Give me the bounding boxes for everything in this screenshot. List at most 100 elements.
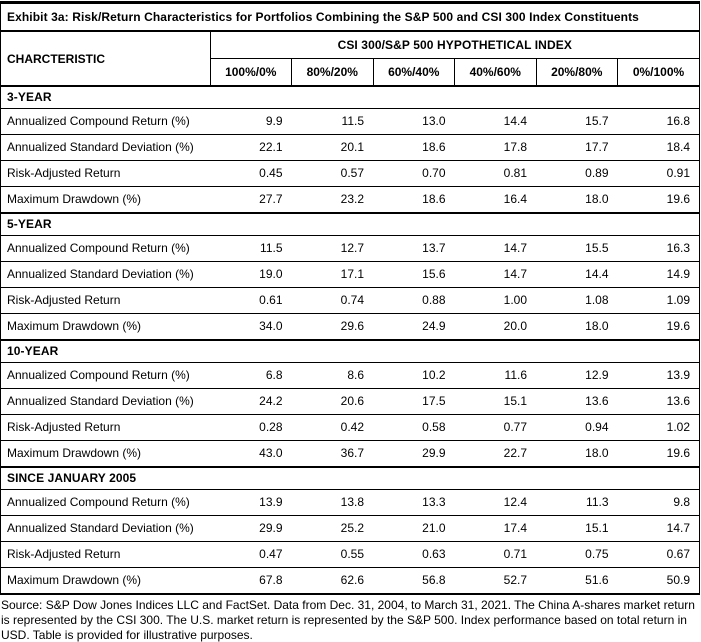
metric-value: 0.74 (291, 287, 373, 314)
metric-value: 20.1 (291, 134, 373, 161)
metric-value: 15.7 (536, 108, 618, 135)
metric-value: 29.9 (373, 440, 455, 468)
metric-value: 19.6 (617, 440, 699, 468)
metric-value: 18.4 (617, 134, 699, 161)
metric-label: Risk-Adjusted Return (1, 541, 210, 568)
metric-value: 13.0 (373, 108, 455, 135)
metric-value: 13.6 (617, 388, 699, 415)
column-header-60-40: 60%/40% (372, 58, 455, 87)
table-body: 3-YEAR Annualized Compound Return (%) 9.9 1… (1, 85, 699, 593)
metric-value: 0.71 (454, 541, 536, 568)
metric-value: 12.7 (291, 235, 373, 262)
metric-value: 16.3 (617, 235, 699, 262)
metric-value: 13.8 (291, 489, 373, 516)
metric-label: Annualized Compound Return (%) (1, 235, 210, 262)
metric-value: 1.00 (454, 287, 536, 314)
metric-value: 1.08 (536, 287, 618, 314)
metric-value: 14.9 (617, 261, 699, 288)
table-row: Annualized Standard Deviation (%) 22.1 20.… (1, 134, 699, 161)
metric-value: 0.94 (536, 414, 618, 441)
exhibit-title: Exhibit 3a: Risk/Return Characteristics … (1, 4, 699, 32)
metric-value: 0.63 (373, 541, 455, 568)
metric-value: 0.91 (617, 160, 699, 187)
table-row: Annualized Compound Return (%) 11.5 12.7 13… (1, 235, 699, 262)
table-row: Maximum Drawdown (%) 43.0 36.7 29.9 22.7 18.0… (1, 440, 699, 468)
table-row: Annualized Standard Deviation (%) 19.0 17.… (1, 261, 699, 288)
metric-value: 19.6 (617, 313, 699, 341)
table-row: Risk-Adjusted Return 0.61 0.74 0.88 1.00 1.08… (1, 287, 699, 314)
metric-label: Maximum Drawdown (%) (1, 186, 210, 214)
characteristic-column-header: CHARCTERISTIC (1, 32, 211, 87)
metric-value: 10.2 (373, 362, 455, 389)
metric-value: 0.57 (291, 160, 373, 187)
metric-value: 36.7 (291, 440, 373, 468)
exhibit-frame: Exhibit 3a: Risk/Return Characteristics … (0, 1, 700, 595)
metric-value: 16.8 (617, 108, 699, 135)
metric-value: 0.77 (454, 414, 536, 441)
section-header-row: SINCE JANUARY 2005 (1, 466, 699, 490)
metric-value: 0.89 (536, 160, 618, 187)
metric-value: 18.0 (536, 186, 618, 214)
metric-value: 0.61 (210, 287, 292, 314)
table-row: Risk-Adjusted Return 0.45 0.57 0.70 0.81 0.89… (1, 160, 699, 187)
metric-value: 14.7 (454, 235, 536, 262)
metric-value: 15.6 (373, 261, 455, 288)
metric-value: 11.5 (210, 235, 292, 262)
metric-value: 23.2 (291, 186, 373, 214)
metric-value: 0.55 (291, 541, 373, 568)
table-row: Annualized Compound Return (%) 9.9 11.5 13.… (1, 108, 699, 135)
column-header-40-60: 40%/60% (454, 58, 536, 87)
metric-value: 20.6 (291, 388, 373, 415)
metric-value: 0.47 (210, 541, 292, 568)
metric-value: 13.3 (373, 489, 455, 516)
metric-value: 17.7 (536, 134, 618, 161)
metric-value: 17.8 (454, 134, 536, 161)
metric-value: 25.2 (291, 515, 373, 542)
metric-value: 14.4 (454, 108, 536, 135)
metric-label: Risk-Adjusted Return (1, 160, 210, 187)
metric-value: 27.7 (210, 186, 292, 214)
metric-value: 1.02 (617, 414, 699, 441)
table-row: Risk-Adjusted Return 0.47 0.55 0.63 0.71 0.75… (1, 541, 699, 568)
hypothetical-index-group-header: CSI 300/S&P 500 HYPOTHETICAL INDEX (210, 32, 699, 59)
metric-label: Risk-Adjusted Return (1, 414, 210, 441)
metric-value: 50.9 (666, 573, 690, 587)
metric-value: 14.7 (617, 515, 699, 542)
metric-value: 11.6 (454, 362, 536, 389)
metric-value: 19.6 (617, 186, 699, 214)
metric-value: 24.2 (210, 388, 292, 415)
column-headers-row: 100%/0% 80%/20% 60%/40% 40%/60% 20%/80% … (1, 58, 699, 87)
metric-value: 62.6 (340, 573, 364, 587)
metric-value: 52.7 (503, 573, 527, 587)
metric-value: 22.7 (454, 440, 536, 468)
metric-value: 13.9 (617, 362, 699, 389)
metric-label: Annualized Standard Deviation (%) (1, 515, 210, 542)
metric-value: 13.7 (373, 235, 455, 262)
table-row: Annualized Standard Deviation (%) 24.2 20.… (1, 388, 699, 415)
table-row: Risk-Adjusted Return 0.28 0.42 0.58 0.77 0.94… (1, 414, 699, 441)
metric-value: 13.6 (536, 388, 618, 415)
metric-value: 43.0 (210, 440, 292, 468)
table-row: Annualized Compound Return (%) 13.9 13.8 13… (1, 489, 699, 516)
metric-value: 11.3 (536, 489, 618, 516)
metric-value: 0.28 (210, 414, 292, 441)
column-header-80-20: 80%/20% (291, 58, 373, 87)
metric-value: 56.8 (422, 573, 446, 587)
metric-value: 29.9 (210, 515, 292, 542)
metric-value: 11.5 (291, 108, 373, 135)
metric-value: 18.0 (536, 440, 618, 468)
metric-value: 13.9 (210, 489, 292, 516)
metric-label: Risk-Adjusted Return (1, 287, 210, 314)
section-header-row: 3-YEAR (1, 85, 699, 109)
metric-value: 17.5 (373, 388, 455, 415)
source-footnote: Source: S&P Dow Jones Indices LLC and Fa… (1, 598, 695, 642)
section-label: SINCE JANUARY 2005 (1, 466, 699, 490)
metric-value: 0.58 (373, 414, 455, 441)
metric-value: 34.0 (210, 313, 292, 341)
metric-value: 20.0 (454, 313, 536, 341)
metric-value: 14.7 (454, 261, 536, 288)
group-header-row: CHARCTERISTIC CSI 300/S&P 500 HYPOTHETIC… (1, 32, 699, 87)
metric-value: 18.6 (373, 186, 455, 214)
metric-value: 14.4 (536, 261, 618, 288)
metric-label: Annualized Compound Return (%) (1, 362, 210, 389)
